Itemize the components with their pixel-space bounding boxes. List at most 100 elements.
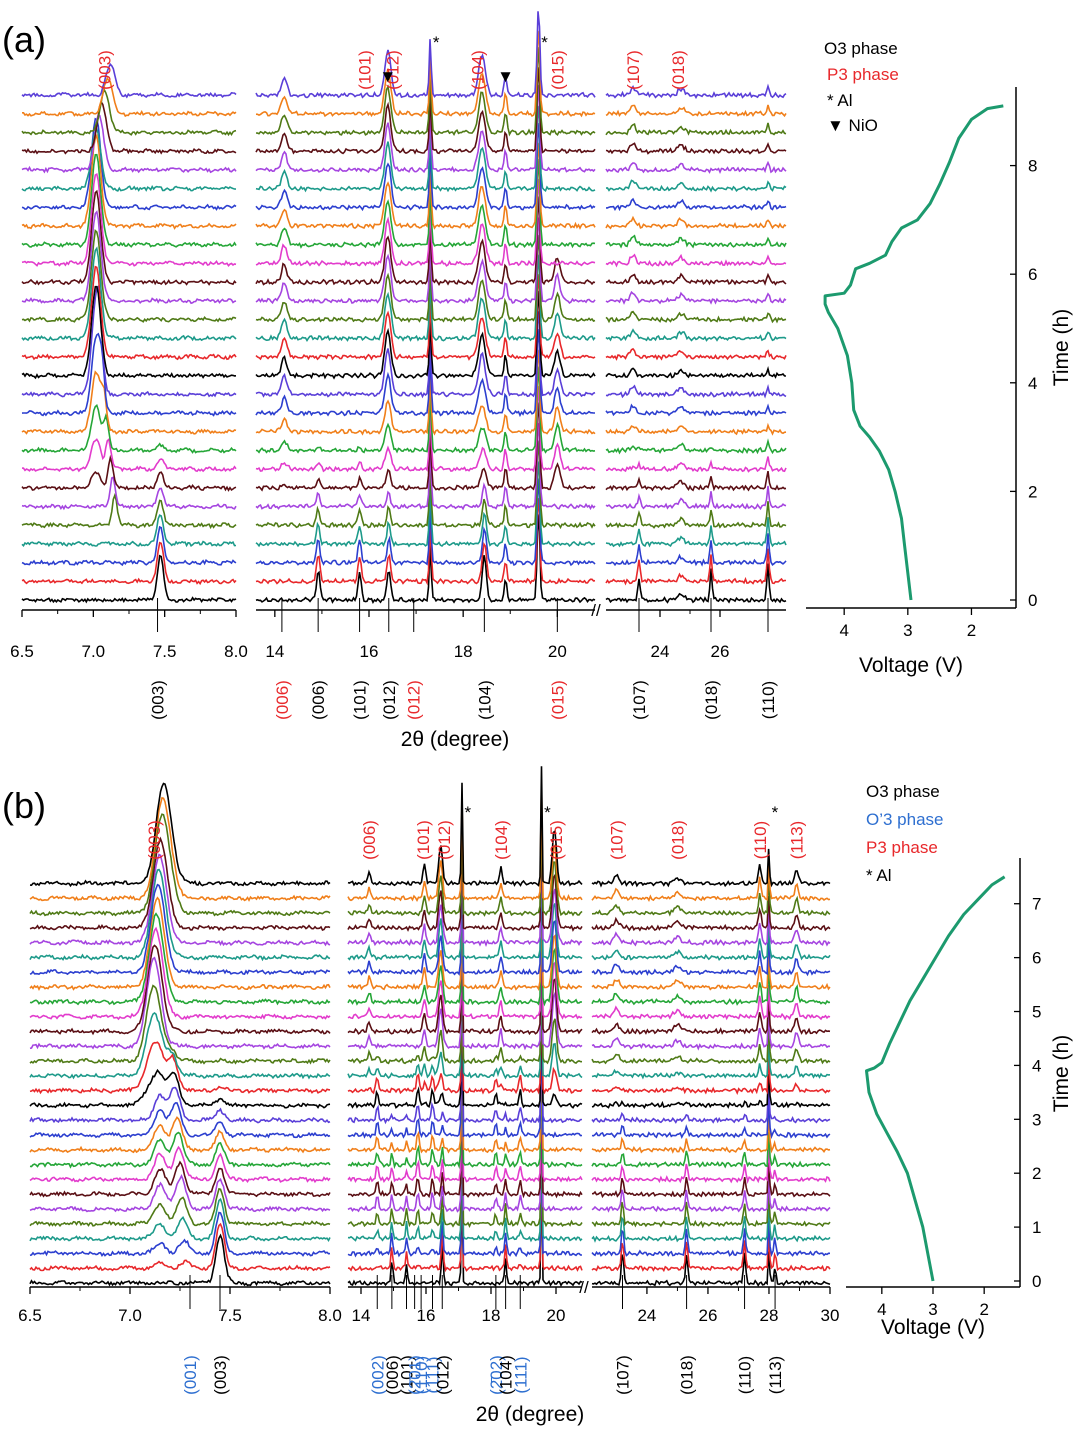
time-tick-label: 4 [1028,374,1037,393]
bottom-hkl-label: (110) [412,1356,431,1394]
xrd-trace-24-seg1 [347,810,583,932]
al-marker: * [541,33,548,52]
xrd-trace-25-seg0 [29,813,331,917]
xrd-trace-14-seg1 [347,957,583,1080]
xrd-trace-16-seg2 [591,1013,831,1051]
x-tick-label: 7.0 [82,642,106,661]
xrd-trace-24-seg0 [29,836,331,932]
xrd-trace-0-seg1 [347,1164,583,1288]
x-tick-label: 18 [482,1306,501,1325]
time-ylabel: Time (h) [1050,309,1073,386]
legend-a-al: * Al [827,91,853,110]
xrd-trace-20-seg1 [255,142,596,230]
xrd-trace-24-seg2 [605,142,787,155]
xrd-trace-23-seg0 [29,853,331,947]
time-tick-label: 4 [1032,1056,1041,1075]
x-tick-label: 16 [417,1306,436,1325]
xrd-trace-13-seg2 [591,1057,831,1095]
top-hkl-label: (012) [435,820,454,860]
time-tick-label: 0 [1032,1272,1041,1291]
al-marker: * [464,803,471,822]
al-marker: * [772,803,779,822]
xrd-trace-23-seg2 [591,908,831,947]
axis-break: // [579,1278,589,1297]
xrd-trace-4-seg0 [21,492,237,530]
bottom-hkl-label: (101) [398,1355,417,1395]
time-tick-label: 6 [1032,949,1041,968]
xrd-trace-3-seg1 [255,461,596,548]
panel-b-label: (b) [2,785,46,826]
voltage-tick-label: 3 [928,1300,937,1319]
top-hkl-label: (018) [669,50,688,90]
top-hkl-label: (110) [751,821,770,859]
bottom-hkl-label: (107) [630,680,649,720]
xrd-trace-5-seg1 [255,422,596,511]
xrd-trace-19-seg0 [29,912,331,1006]
xrd-trace-23-seg1 [347,825,583,948]
xrd-trace-1-seg1 [255,498,596,586]
xrd-trace-12-seg1 [255,290,596,380]
xrd-trace-24-seg0 [21,100,237,155]
xrd-trace-10-seg2 [605,403,787,417]
xrd-trace-13-seg2 [605,347,787,361]
xrd-trace-9-seg0 [29,1116,331,1154]
panel-b-voltage-plot: 4 3 2 0 1 2 3 4 5 6 7 Voltage (V) Time (h) [846,858,1073,1339]
bottom-hkl-label: (101) [351,680,370,720]
top-hkl-label: (015) [547,820,566,860]
xrd-trace-8-seg0 [29,1131,331,1169]
bottom-hkl-label: (003) [211,1355,230,1395]
bottom-hkl-label: (113) [766,1356,785,1394]
xrd-trace-15-seg2 [605,310,787,324]
bottom-hkl-label: (012) [433,1355,452,1395]
xrd-trace-8-seg1 [347,1048,583,1170]
xrd-trace-12-seg2 [591,1073,831,1110]
xrd-trace-3-seg1 [347,1122,583,1243]
voltage-tick-label: 3 [903,621,912,640]
xrd-trace-15-seg0 [29,984,331,1065]
xrd-trace-26-seg1 [255,30,596,118]
xrd-trace-10-seg1 [347,1017,583,1139]
x-tick-label: 26 [698,1306,717,1325]
xrd-trace-6-seg2 [591,1162,831,1199]
bottom-hkl-label: (012) [405,680,424,720]
time-tick-label: 2 [1032,1164,1041,1183]
x-tick-label: 20 [548,642,567,661]
xrd-trace-27-seg1 [255,11,596,99]
x-tick-label: 7.5 [218,1306,242,1325]
xrd-trace-4-seg2 [591,1191,831,1229]
xrd-trace-21-seg2 [606,197,787,212]
xrd-trace-17-seg2 [591,997,831,1036]
xrd-trace-6-seg1 [348,1077,583,1199]
xrd-trace-22-seg0 [29,868,331,962]
xrd-trace-17-seg0 [21,189,237,286]
al-marker: * [544,803,551,822]
xrd-trace-20-seg2 [591,954,831,991]
voltage-xlabel: Voltage (V) [859,654,963,677]
voltage-xlabel: Voltage (V) [881,1316,985,1339]
xrd-trace-19-seg0 [21,153,237,248]
bottom-hkl-label: (110) [736,1356,755,1394]
xrd-trace-16-seg2 [605,290,787,305]
xrd-trace-13-seg1 [255,274,596,361]
xrd-trace-6-seg2 [605,470,787,492]
xrd-trace-4-seg2 [605,501,787,529]
xrd-trace-14-seg2 [605,328,787,342]
xrd-trace-13-seg0 [21,265,237,361]
x-tick-label: 7.0 [118,1306,142,1325]
x-tick-label: 6.5 [10,642,34,661]
legend-a-o3: O3 phase [824,39,898,58]
xrd-trace-10-seg0 [21,332,237,417]
legend-b-p3: P3 phase [866,838,938,857]
xrd-trace-10-seg2 [591,1102,831,1140]
x-tick-label: 26 [711,642,730,661]
xrd-trace-18-seg2 [605,253,787,268]
xrd-trace-23-seg0 [21,113,237,174]
time-tick-label: 0 [1028,591,1037,610]
al-marker: * [433,33,440,52]
voltage-tick-label: 2 [967,621,976,640]
xrd-trace-2-seg1 [255,478,596,567]
bottom-hkl-label: (018) [678,1355,697,1395]
bottom-hkl-label: (110) [759,681,778,719]
xrd-trace-7-seg2 [605,456,787,473]
